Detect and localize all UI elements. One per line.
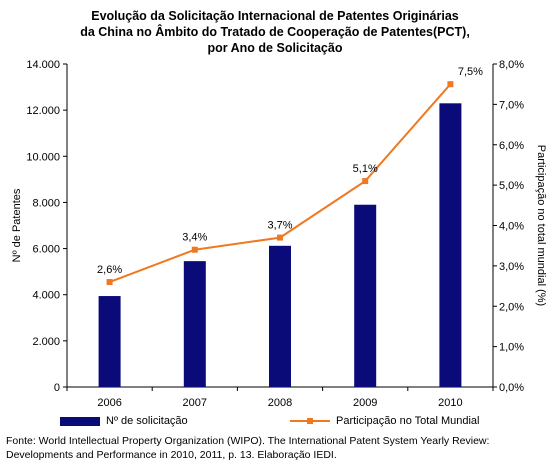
legend-item-bars: Nº de solicitação <box>60 415 188 427</box>
chart-title-line-1: Evolução da Solicitação Internacional de… <box>91 9 459 23</box>
bar <box>269 245 291 387</box>
x-tick-label: 2008 <box>268 397 292 409</box>
left-tick-label: 4.000 <box>32 290 60 302</box>
legend: Nº de solicitação Participação no Total … <box>60 415 500 431</box>
legend-label-bars: Nº de solicitação <box>106 415 188 427</box>
left-tick-label: 8.000 <box>32 197 60 209</box>
data-label: 5,1% <box>353 163 378 175</box>
bar <box>183 261 206 387</box>
source-line-1: Fonte: World Intellectual Property Organ… <box>6 435 490 447</box>
bar <box>354 204 377 387</box>
bar <box>439 103 462 387</box>
left-tick-label: 2.000 <box>32 336 60 348</box>
right-tick-label: 8,0% <box>499 59 524 71</box>
legend-swatch-line <box>290 416 330 426</box>
data-label: 2,6% <box>97 264 122 276</box>
right-tick-label: 5,0% <box>499 180 524 192</box>
legend-label-line: Participação no Total Mundial <box>336 415 480 427</box>
legend-swatch-bars <box>60 416 100 426</box>
left-axis-title: Nº de Patentes <box>11 188 23 262</box>
chart-title-line-2: da China no Âmbito do Tratado de Coopera… <box>80 25 470 39</box>
bar <box>98 296 121 387</box>
right-tick-label: 4,0% <box>499 221 524 233</box>
line-point <box>277 234 283 241</box>
line-point <box>106 279 113 286</box>
x-tick-label: 2007 <box>183 397 207 409</box>
right-tick-label: 2,0% <box>499 301 524 313</box>
right-tick-label: 6,0% <box>499 140 524 152</box>
left-tick-label: 10.000 <box>26 151 60 163</box>
data-label: 7,5% <box>458 66 483 78</box>
chart-title-line-3: por Ano de Solicitação <box>207 41 343 55</box>
right-tick-label: 0,0% <box>499 382 524 394</box>
left-tick-label: 6.000 <box>32 244 60 256</box>
x-tick-label: 2009 <box>353 397 377 409</box>
legend-item-line: Participação no Total Mundial <box>290 415 480 427</box>
line-point <box>447 81 454 88</box>
source-line-2: Developments and Performance in 2010, 20… <box>6 449 337 461</box>
source-note: Fonte: World Intellectual Property Organ… <box>6 434 546 462</box>
left-tick-label: 0 <box>54 382 60 394</box>
line-point <box>362 178 369 185</box>
right-tick-label: 3,0% <box>499 261 524 273</box>
data-label: 3,7% <box>267 220 292 232</box>
right-axis-title: Participação no total mundial (%) <box>535 145 547 306</box>
left-tick-label: 12.000 <box>26 105 60 117</box>
data-label: 3,4% <box>182 232 207 244</box>
chart-title: Evolução da Solicitação Internacional de… <box>0 8 550 56</box>
x-tick-label: 2006 <box>97 397 121 409</box>
right-tick-label: 1,0% <box>499 342 524 354</box>
x-tick-label: 2010 <box>438 397 462 409</box>
right-tick-label: 7,0% <box>499 99 524 111</box>
left-tick-label: 14.000 <box>26 59 60 71</box>
line-point <box>191 246 198 253</box>
